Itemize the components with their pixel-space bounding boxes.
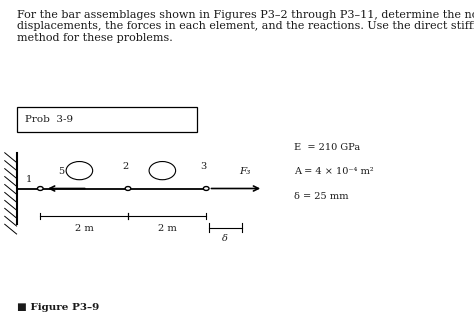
Text: δ = 25 mm: δ = 25 mm: [294, 192, 348, 201]
Text: 1: 1: [76, 166, 82, 175]
Text: 2: 2: [122, 162, 129, 171]
Circle shape: [149, 162, 175, 180]
Text: 3: 3: [201, 162, 207, 171]
Text: Prob  3-9: Prob 3-9: [25, 115, 73, 124]
Circle shape: [66, 162, 93, 180]
Text: 2 m: 2 m: [75, 224, 93, 233]
Text: 2 m: 2 m: [158, 224, 176, 233]
Bar: [5, 153, 17, 224]
Bar: [17, 107, 197, 132]
Text: ■ Figure P3–9: ■ Figure P3–9: [17, 303, 99, 312]
Circle shape: [203, 187, 209, 190]
Text: δ: δ: [222, 234, 228, 243]
Text: 1: 1: [26, 175, 32, 184]
Text: F₃: F₃: [240, 166, 251, 176]
Circle shape: [125, 187, 131, 190]
Text: E  = 210 GPa: E = 210 GPa: [294, 143, 360, 152]
Circle shape: [37, 187, 43, 190]
Text: For the bar assemblages shown in Figures P3–2 through P3–11, determine the nodal: For the bar assemblages shown in Figures…: [17, 10, 474, 43]
Text: A = 4 × 10⁻⁴ m²: A = 4 × 10⁻⁴ m²: [294, 167, 374, 176]
Text: 5 kN: 5 kN: [59, 166, 83, 176]
Text: 2: 2: [159, 166, 165, 175]
